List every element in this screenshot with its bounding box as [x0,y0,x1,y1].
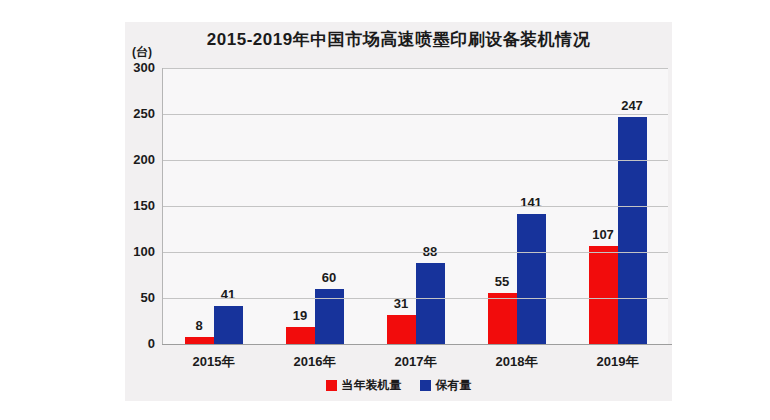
y-tick-label-300: 300 [117,60,155,76]
bar-value-label: 55 [495,274,509,289]
y-tick-label-200: 200 [117,152,155,168]
y-tick-label-0: 0 [117,336,155,352]
legend-label: 当年装机量 [342,377,402,394]
bar-保有量-2019年 [618,117,647,344]
bar-保有量-2018年 [517,214,546,344]
chart-panel: 2015-2019年中国市场高速喷墨印刷设备装机情况 (台) 8 41 2015年 1… [125,22,672,401]
bar-当年装机量-2017年 [387,315,416,344]
y-tick-label-50: 50 [117,290,155,306]
bar-当年装机量-2018年 [488,293,517,344]
bar-保有量-2017年 [416,263,445,344]
legend-swatch-icon [420,380,431,391]
y-tick-label-150: 150 [117,198,155,214]
gridline-100 [163,252,668,253]
y-tick-label-100: 100 [117,244,155,260]
bar-当年装机量-2016年 [286,327,315,344]
x-axis-line [162,344,672,345]
legend: 当年装机量 保有量 [125,377,672,394]
x-axis-label-2018年: 2018年 [496,353,538,371]
gridline-200 [163,160,668,161]
bar-保有量-2015年 [214,306,243,344]
legend-swatch-icon [326,380,337,391]
legend-item-保有量: 保有量 [420,377,472,394]
gridline-300 [163,68,668,69]
legend-label: 保有量 [436,377,472,394]
y-tick-label-250: 250 [117,106,155,122]
x-axis-label-2019年: 2019年 [597,353,639,371]
bar-当年装机量-2019年 [589,246,618,344]
x-axis-label-2015年: 2015年 [193,353,235,371]
y-axis-unit-label: (台) [132,44,152,61]
bar-当年装机量-2015年 [185,337,214,344]
bar-value-label: 141 [520,195,542,210]
gridline-150 [163,206,668,207]
bar-value-label: 247 [621,98,643,113]
bar-value-label: 41 [221,287,235,302]
chart-title: 2015-2019年中国市场高速喷墨印刷设备装机情况 [125,28,672,51]
bar-value-label: 60 [322,270,336,285]
x-axis-label-2016年: 2016年 [294,353,336,371]
bar-value-label: 8 [195,318,202,333]
bar-value-label: 19 [293,308,307,323]
bar-value-label: 107 [592,227,614,242]
gridline-250 [163,114,668,115]
gridline-50 [163,298,668,299]
x-axis-label-2017年: 2017年 [395,353,437,371]
plot-area: 8412015年19602016年31882017年551412018年1072… [162,68,668,344]
legend-item-当年装机量: 当年装机量 [326,377,402,394]
chart-canvas: 2015-2019年中国市场高速喷墨印刷设备装机情况 (台) 8 41 2015年 1… [0,0,770,420]
